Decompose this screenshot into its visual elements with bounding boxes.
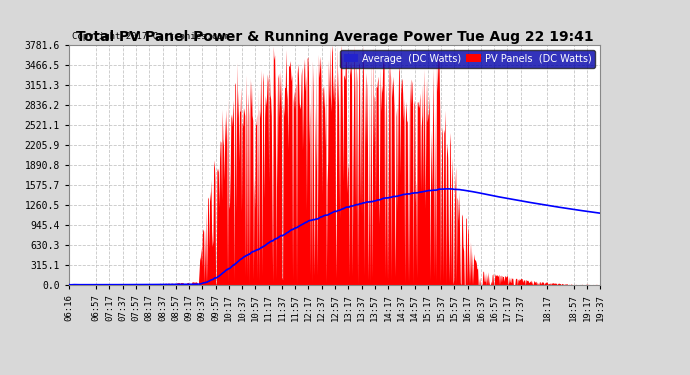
Title: Total PV Panel Power & Running Average Power Tue Aug 22 19:41: Total PV Panel Power & Running Average P… [76,30,593,44]
Text: Copyright 2017 Cartronics.com: Copyright 2017 Cartronics.com [72,32,228,41]
Legend: Average  (DC Watts), PV Panels  (DC Watts): Average (DC Watts), PV Panels (DC Watts) [340,50,595,68]
